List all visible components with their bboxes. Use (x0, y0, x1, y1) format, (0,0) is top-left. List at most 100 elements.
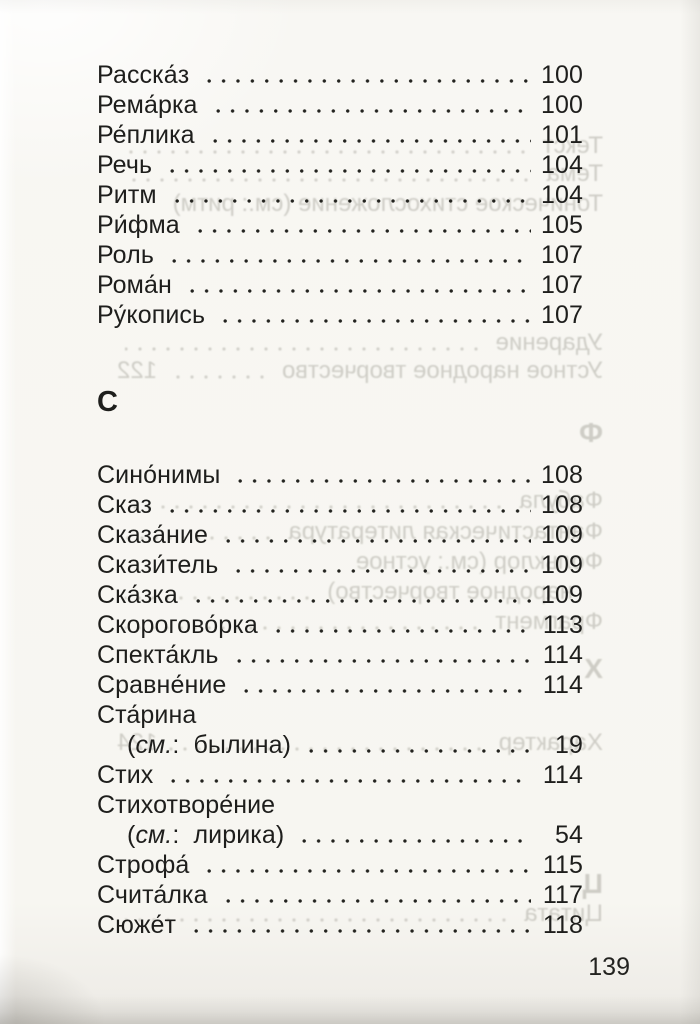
dot-leader (188, 580, 531, 610)
entry-page-number: 108 (540, 461, 583, 489)
entry-term: Сравне́ние (97, 671, 227, 699)
index-entry: Спекта́кль 114 (97, 640, 583, 670)
entry-term: Сказ (97, 491, 153, 519)
entry-page-number: 100 (540, 91, 583, 119)
entry-page-number: 114 (542, 641, 583, 669)
entry-page-number: 100 (540, 61, 583, 89)
entry-page-number: 107 (540, 241, 583, 269)
dot-leader (216, 300, 531, 330)
entry-term: Сказа́ние (97, 521, 209, 549)
dot-leader (187, 910, 531, 940)
index-entry: Стихотворе́ние (97, 790, 583, 820)
dot-leader (200, 60, 531, 90)
dot-leader (167, 180, 531, 210)
entry-term: Рема́рка (97, 91, 198, 119)
entry-term: Ре́плика (97, 121, 195, 149)
bleed-text: Ц (582, 868, 603, 899)
entry-page-number: 115 (542, 851, 583, 879)
index-entry: Ру́копись 107 (97, 300, 583, 330)
dot-leader (229, 640, 531, 670)
index-entry: Ритм 104 (97, 180, 583, 210)
entry-term: Сино́нимы (97, 461, 221, 489)
entry-page-number: 54 (554, 821, 583, 849)
entry-page-number: 105 (540, 211, 583, 239)
index-entry: Рема́рка 100 (97, 90, 583, 120)
entry-term: Роль (97, 241, 154, 269)
entry-term: Стихотворе́ние (97, 791, 276, 819)
index-entry: Сравне́ние 114 (97, 670, 583, 700)
index-entry: Роль 107 (97, 240, 583, 270)
entry-page-number: 107 (540, 271, 583, 299)
entry-term: Ска́зка (97, 581, 178, 609)
index-entry: Стих 114 (97, 760, 583, 790)
dot-leader (182, 270, 531, 300)
entry-term: Ри́фма (97, 211, 180, 239)
index-entry-crossref: (см.: лирика) 54 (97, 820, 583, 850)
section-letter: С (97, 386, 119, 418)
crossref-text: (см.: лирика) (127, 821, 285, 849)
index-entry: Ри́фма 105 (97, 210, 583, 240)
index-entry-crossref: (см.: былина) 19 (97, 730, 583, 760)
entry-page-number: 118 (542, 911, 583, 939)
entry-term: Спекта́кль (97, 641, 219, 669)
entry-term: Строфа́ (97, 851, 190, 879)
dot-leader (219, 520, 531, 550)
dot-leader (190, 210, 531, 240)
dot-leader (164, 760, 531, 790)
index-entry: Строфа́ 115 (97, 850, 583, 880)
entry-term: Скази́тель (97, 551, 219, 579)
entry-page-number: 109 (540, 581, 583, 609)
dot-leader (218, 880, 531, 910)
index-entry: Речь 104 (97, 150, 583, 180)
index-entry: Скази́тель 109 (97, 550, 583, 580)
entry-page-number: 109 (540, 521, 583, 549)
page-number: 139 (588, 953, 630, 981)
entry-page-number: 104 (540, 151, 583, 179)
dot-leader (163, 490, 531, 520)
entry-page-number: 109 (540, 551, 583, 579)
entry-term: Ритм (97, 181, 157, 209)
entry-page-number: 19 (554, 731, 583, 759)
dot-leader (164, 240, 531, 270)
dot-leader (208, 90, 531, 120)
entry-page-number: 113 (542, 611, 583, 639)
dot-leader (268, 610, 531, 640)
entry-term: Ру́копись (97, 301, 206, 329)
entry-page-number: 114 (542, 671, 583, 699)
dot-leader (229, 550, 531, 580)
dot-leader (163, 150, 531, 180)
index-entry: Расска́з 100 (97, 60, 583, 90)
entry-page-number: 114 (542, 761, 583, 789)
entry-term: Рома́н (97, 271, 172, 299)
entry-page-number: 117 (542, 881, 583, 909)
bleed-text: Х (584, 653, 603, 684)
entry-term: Расска́з (97, 61, 190, 89)
entry-term: Ста́рина (97, 701, 197, 729)
crossref-text: (см.: былина) (127, 731, 292, 759)
index-entry: Ска́зка 109 (97, 580, 583, 610)
index-entry: Сино́нимы 108 (97, 460, 583, 490)
index-entry: Сказа́ние 109 (97, 520, 583, 550)
index-entry: Сюже́т 118 (97, 910, 583, 940)
dot-leader (295, 820, 531, 850)
entry-page-number: 107 (540, 301, 583, 329)
index-entry: Ста́рина (97, 700, 583, 730)
entry-term: Сюже́т (97, 911, 177, 939)
index-entry: Скорогово́рка 113 (97, 610, 583, 640)
index-list: Расска́з 100 Рема́рка 100 Ре́плика 101 Речь 104… (97, 60, 583, 940)
entry-page-number: 104 (540, 181, 583, 209)
dot-leader (205, 120, 531, 150)
index-entry: Рома́н 107 (97, 270, 583, 300)
index-entry: Сказ 108 (97, 490, 583, 520)
entry-term: Стих (97, 761, 154, 789)
dot-leader (200, 850, 531, 880)
entry-term: Речь (97, 151, 153, 179)
entry-term: Счита́лка (97, 881, 208, 909)
entry-page-number: 101 (540, 121, 583, 149)
index-entry: Счита́лка 117 (97, 880, 583, 910)
dot-leader (231, 460, 531, 490)
index-entry: Ре́плика 101 (97, 120, 583, 150)
dot-leader (237, 670, 531, 700)
entry-page-number: 108 (540, 491, 583, 519)
